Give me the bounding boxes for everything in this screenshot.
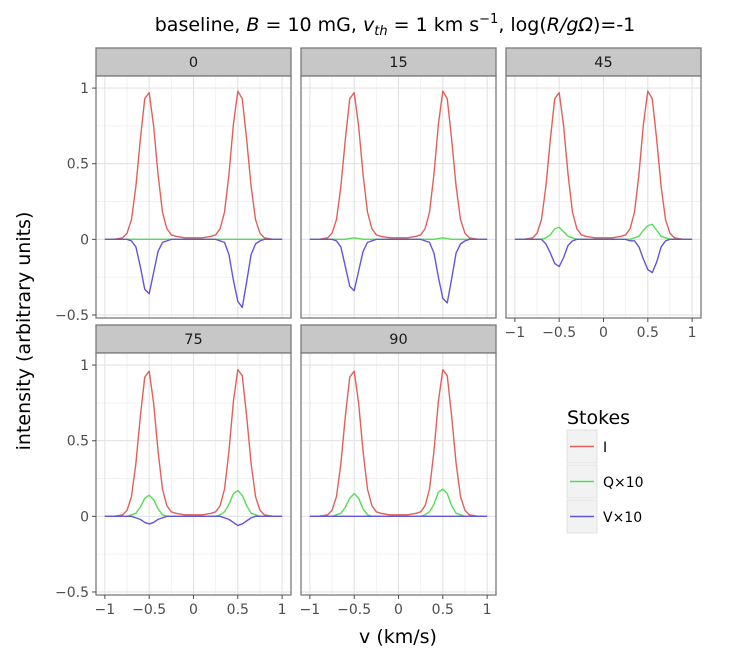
legend: Stokes I Q×10 V×10: [566, 407, 644, 534]
facet-panel-15: 15: [300, 47, 497, 319]
x-tick-label: 0: [189, 602, 198, 618]
series-line-i: [309, 368, 488, 518]
title-part-5: th: [374, 24, 387, 39]
y-tick-label: −0.5: [55, 585, 89, 601]
legend-item: V×10: [566, 499, 642, 534]
x-tick-label: −1: [505, 325, 526, 341]
y-tick-label: 1: [80, 81, 89, 97]
y-tick-label: −0.5: [55, 308, 89, 324]
x-tick-label: −1: [95, 602, 116, 618]
x-axis-label: v (km/s): [359, 626, 437, 648]
x-tick-label: 0.5: [227, 602, 249, 618]
y-axis-label: intensity (arbitrary units): [13, 212, 35, 451]
x-tick-label: −0.5: [542, 325, 576, 341]
legend-title: Stokes: [567, 407, 630, 429]
legend-item: Q×10: [566, 464, 644, 499]
facet-strip-label: 90: [389, 332, 407, 348]
series-line-i: [514, 90, 693, 241]
facet-strip-label: 15: [389, 55, 407, 71]
x-tick-label: 0: [599, 325, 608, 341]
panel-border: [300, 75, 497, 319]
x-tick-label: 0: [394, 602, 403, 618]
x-tick-label: −0.5: [337, 602, 371, 618]
y-tick-label: 0: [80, 509, 89, 525]
series-line-v: [514, 238, 693, 274]
title-part-4: v: [363, 14, 375, 36]
title-part-1: baseline,: [155, 14, 247, 36]
facet-strip: [300, 324, 497, 354]
y-tick-label: 1: [80, 358, 89, 374]
y-tick-label: 0.5: [67, 434, 89, 450]
series-line-i: [104, 368, 283, 518]
x-tick-label: 1: [278, 602, 287, 618]
facet-strip-label: 0: [189, 55, 198, 71]
series-line-v: [104, 515, 283, 527]
title-part-3: = 10 mG,: [259, 14, 363, 36]
facet-panel-90: 90 −1 −0.5 0 0.5 1: [300, 324, 497, 618]
legend-item: I: [566, 429, 607, 464]
y-tick-label: 0: [80, 232, 89, 248]
facet-strip: [505, 47, 702, 77]
chart-title: baseline, B = 10 mG, vth = 1 km s−1, log…: [155, 12, 636, 39]
legend-label: V×10: [603, 510, 642, 526]
series-line-i: [104, 90, 283, 241]
legend-label: Q×10: [603, 475, 644, 491]
facet-panel-45: 45 −1 −0.5 0 0.5 1: [505, 47, 702, 341]
x-tick-label: −1: [300, 602, 321, 618]
title-part-2: B: [246, 14, 259, 36]
x-tick-label: 0.5: [637, 325, 659, 341]
panel-border: [95, 75, 292, 319]
facet-strip: [95, 47, 292, 77]
x-tick-label: 0.5: [432, 602, 454, 618]
legend-label: I: [603, 440, 607, 456]
x-tick-label: 1: [688, 325, 697, 341]
x-tick-label: 1: [483, 602, 492, 618]
facet-strip-label: 75: [184, 332, 202, 348]
title-part-9: R/gΩ: [547, 14, 594, 36]
series-line-v: [104, 238, 283, 309]
facet-strip-label: 45: [594, 55, 612, 71]
facet-panel-75: 75 −0.5 0 0.5 1 −1 −0.5 0 0.5 1: [55, 324, 292, 618]
title-part-8: , log(: [498, 14, 546, 36]
y-tick-label: 0.5: [67, 157, 89, 173]
title-part-6: = 1 km s: [388, 14, 480, 36]
facet-panels: 0 −0.5 0 0.5 1 15 45 −1 −0.5 0 0.5 1 75 −0.5 0 0.5 1 −1 −0…: [55, 47, 702, 618]
x-tick-label: −0.5: [132, 602, 166, 618]
series-line-v: [309, 238, 488, 304]
facet-panel-0: 0 −0.5 0 0.5 1: [55, 47, 292, 324]
series-line-i: [309, 90, 488, 241]
title-part-7: −1: [479, 12, 498, 27]
title-part-10: )=-1: [593, 14, 635, 36]
facet-strip: [300, 47, 497, 77]
